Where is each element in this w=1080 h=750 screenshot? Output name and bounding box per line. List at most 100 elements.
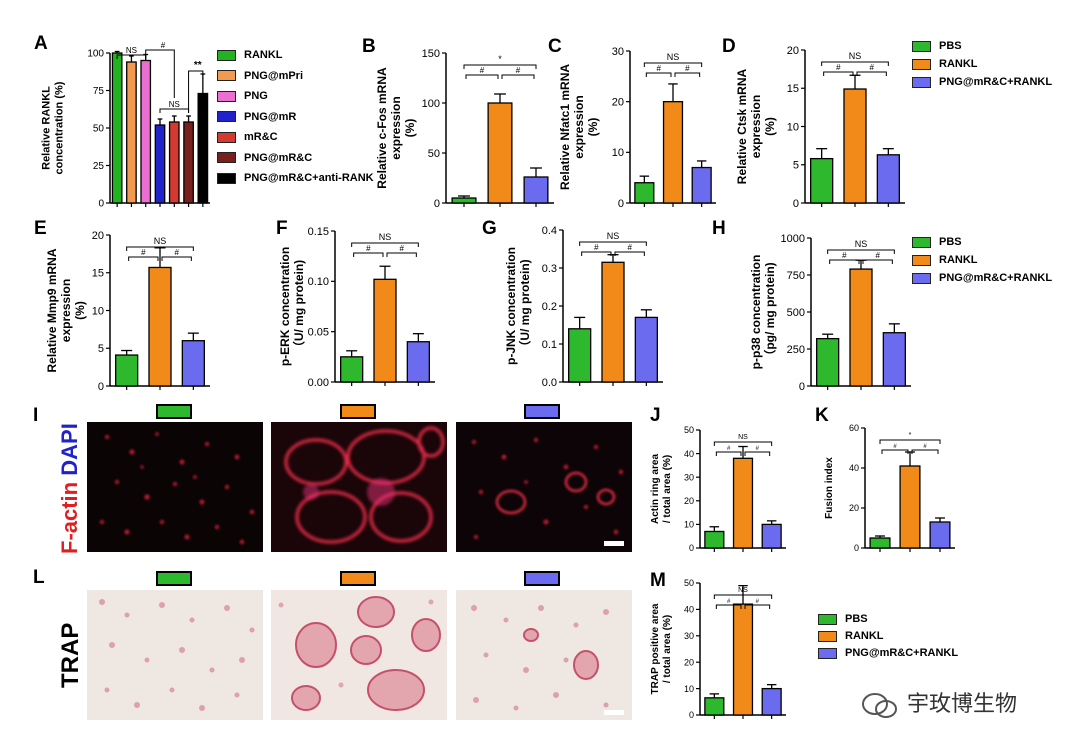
factin-image-pbs <box>87 422 263 552</box>
group-box-rankl-l <box>340 571 376 586</box>
y-axis-label: Relative c-Fos mRNAexpression(%) <box>375 67 417 189</box>
bar <box>843 88 867 204</box>
legend-label: PNG@mR&C+RANKL <box>845 647 959 659</box>
sig-bracket <box>829 259 860 264</box>
legend-item: RANKL <box>912 58 978 70</box>
legend-label: mR&C <box>244 131 278 143</box>
chart-d: 0 5 10 15 20 Relative Ctsk mRNAexpression(%) N… <box>735 45 905 210</box>
legend-item: PBS <box>818 613 868 625</box>
y-tick-label: 15 <box>92 268 104 280</box>
y-tick-label: 75 <box>93 86 105 97</box>
y-tick-label: 0.15 <box>308 226 329 238</box>
y-axis-label: Relative Ctsk mRNAexpression(%) <box>735 68 777 184</box>
bar <box>523 176 549 204</box>
legend-item: PBS <box>912 236 962 248</box>
sig-label: # <box>842 251 847 260</box>
y-axis-label: Relative Mmp9 mRNAexpression(%) <box>45 248 87 372</box>
panel-letter-d: D <box>722 36 736 57</box>
y-tick-label: 0 <box>434 198 440 210</box>
legend-swatch <box>217 172 236 184</box>
sig-bracket <box>465 74 499 79</box>
panel-letter-h: H <box>712 218 726 239</box>
bar <box>634 316 658 383</box>
stain-label-factin-dapi: F-actin DAPI <box>57 423 83 554</box>
bar <box>140 59 152 204</box>
y-tick-label: 0 <box>98 381 104 393</box>
sig-label: # <box>366 244 371 253</box>
y-tick-label: 0.1 <box>542 339 557 351</box>
bar <box>849 268 873 387</box>
y-tick-label: 0.05 <box>308 327 329 339</box>
wechat-icon <box>862 693 897 718</box>
legend-label: PNG <box>244 90 268 102</box>
y-tick-label: 10 <box>612 147 624 159</box>
bar <box>340 356 364 383</box>
y-tick-label: 30 <box>612 46 624 58</box>
panel-letter-i: I <box>33 405 39 426</box>
sig-bracket <box>116 54 147 59</box>
sig-label: NS <box>855 239 868 249</box>
legend-label: PNG@mR&C+RANKL <box>939 272 1053 284</box>
sig-label: # <box>875 251 880 260</box>
sig-label: * <box>498 54 502 64</box>
sig-label: # <box>869 63 874 72</box>
bar <box>882 332 906 387</box>
sig-bracket <box>643 62 703 67</box>
legend-label: PBS <box>845 613 868 625</box>
y-tick-label: 500 <box>787 307 805 319</box>
sig-label: NS <box>169 100 180 109</box>
sig-label: # <box>161 41 166 50</box>
sig-bracket <box>713 441 773 446</box>
panel-letter-g: G <box>482 218 497 239</box>
bar <box>761 687 782 716</box>
sig-bracket <box>715 604 742 609</box>
y-tick-label: 100 <box>422 98 440 110</box>
legend-label: RANKL <box>845 630 884 642</box>
panel-letter-a: A <box>34 33 48 54</box>
sig-label: NS <box>738 587 748 594</box>
legend-item: RANKL <box>818 630 884 642</box>
sig-label: NS <box>667 52 680 62</box>
sig-bracket <box>386 252 417 257</box>
chart-e: 0 5 10 15 20 Relative Mmp9 mRNAexpression(%) N… <box>45 230 210 393</box>
sig-bracket <box>614 251 645 256</box>
bar <box>183 121 194 204</box>
chart-g: 0.0 0.1 0.2 0.3 0.4 p-JNK concentration（U/ mg… <box>504 225 663 389</box>
sig-label: # <box>685 64 690 73</box>
sig-label: # <box>174 248 179 257</box>
factin-rankl-texture <box>284 426 445 544</box>
bar <box>487 102 513 204</box>
chart-f: 0.00 0.05 0.10 0.15p-ERK concentration（U/ m… <box>278 226 435 389</box>
legend-label: PNG@mPri <box>244 69 304 82</box>
dapi-label: DAPI <box>57 423 82 476</box>
sig-label: # <box>756 446 760 452</box>
y-tick-label: 50 <box>684 425 694 435</box>
trap-image-pbs <box>87 590 263 720</box>
sig-bracket <box>353 252 384 257</box>
legend-item: PNG@mPri <box>217 70 303 82</box>
panel-letter-m: M <box>650 570 666 591</box>
bar <box>704 530 725 549</box>
chart-j: 0 10 20 30 40 50 Actin ring area/ total area (… <box>650 425 786 553</box>
y-tick-label: 25 <box>93 161 105 172</box>
y-tick-label: 40 <box>849 463 859 473</box>
sig-bracket <box>126 246 194 251</box>
sig-label: NS <box>379 232 392 242</box>
y-tick-label: 15 <box>787 83 799 95</box>
y-axis-label: Relative RANKLconcentration (%) <box>41 81 66 174</box>
sig-label: # <box>893 444 897 450</box>
panel-letter-k: K <box>815 405 829 426</box>
legend-label: PNG@mR&C+RANKL <box>939 76 1053 88</box>
y-tick-label: 0 <box>799 381 805 393</box>
legend-swatch <box>912 236 931 248</box>
y-tick-label: 0.2 <box>542 301 557 313</box>
bar <box>662 101 684 204</box>
chart-k: 0 20 40 60 Fusion index * # # <box>824 423 955 553</box>
bar <box>181 340 205 387</box>
y-tick-label: 50 <box>684 578 694 588</box>
y-axis-label: Actin ring area/ total area (%) <box>650 454 673 524</box>
sig-bracket <box>674 72 701 77</box>
group-box-treat-l <box>524 571 560 586</box>
y-tick-label: 40 <box>684 605 694 615</box>
factin-image-treat <box>456 422 632 552</box>
